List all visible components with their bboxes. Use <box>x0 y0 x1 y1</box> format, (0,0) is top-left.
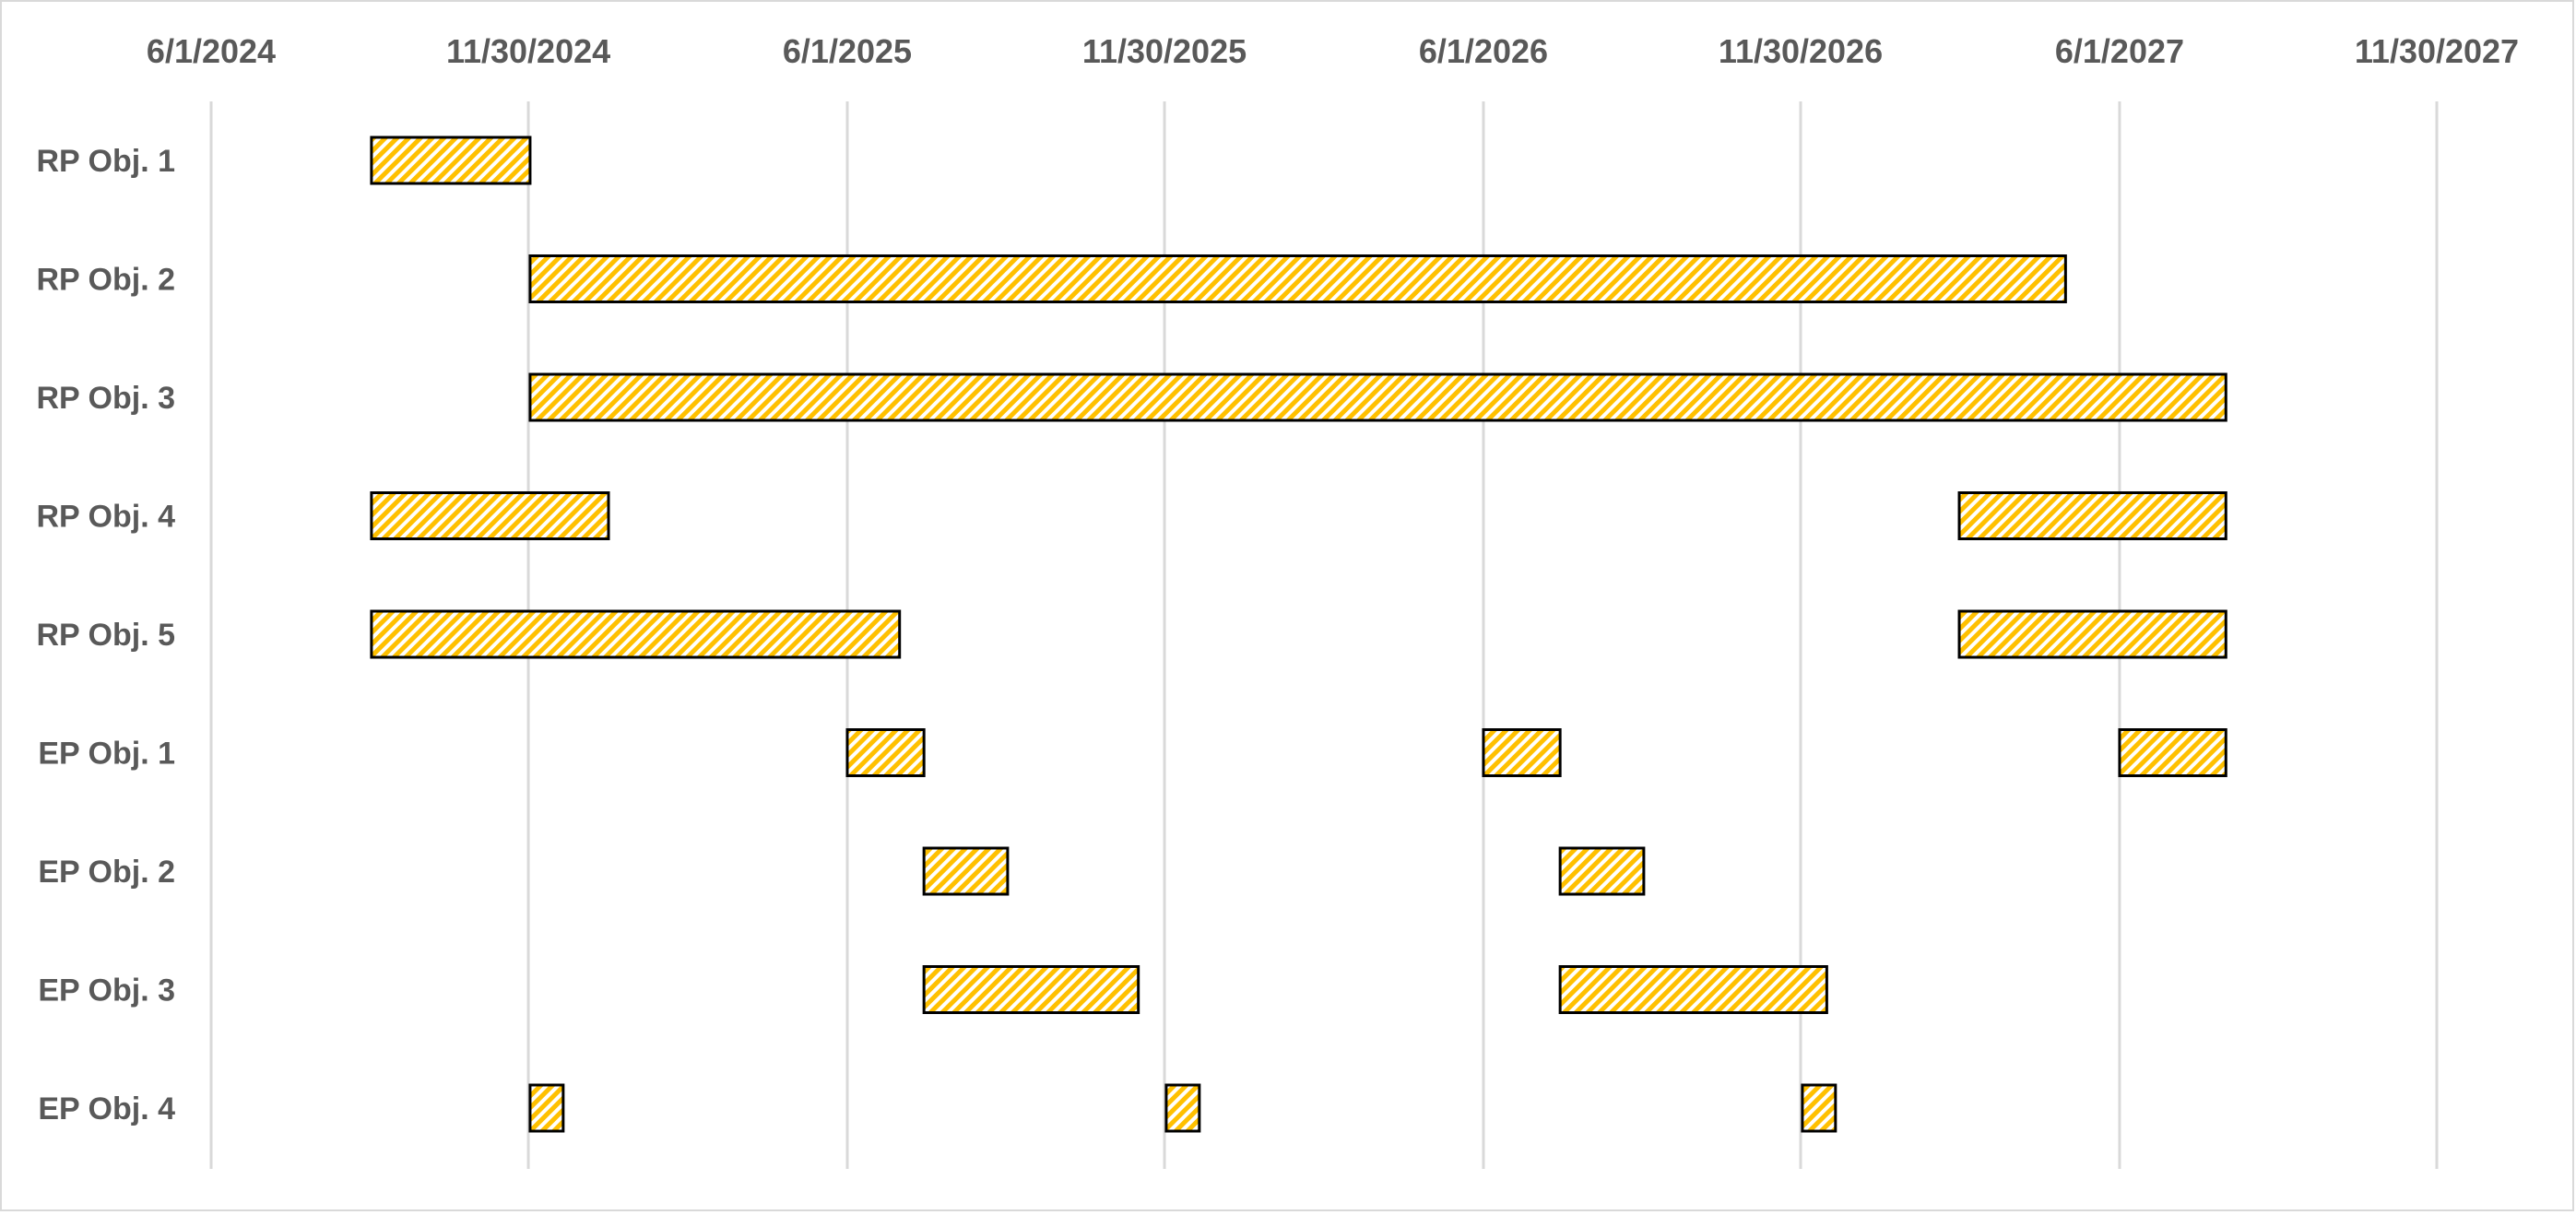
x-tick-label: 11/30/2026 <box>1719 32 1883 70</box>
gantt-bar <box>2118 728 2227 777</box>
gantt-bar <box>1482 728 1562 777</box>
category-label: RP Obj. 3 <box>36 381 175 416</box>
gantt-bar <box>1558 965 1828 1014</box>
x-tick-label: 11/30/2025 <box>1082 32 1247 70</box>
x-axis-tick-labels: 6/1/2024 11/30/2024 6/1/2025 11/30/2025 6/1/… <box>147 32 2519 70</box>
x-tick-label: 6/1/2026 <box>1419 32 1548 70</box>
gantt-bar <box>845 728 926 777</box>
x-tick-label: 11/30/2024 <box>446 32 610 70</box>
x-tick-label: 6/1/2025 <box>783 32 912 70</box>
category-label: EP Obj. 1 <box>38 737 175 772</box>
category-label: RP Obj. 4 <box>36 500 175 535</box>
gantt-bar <box>1558 846 1646 896</box>
gantt-bar <box>922 965 1140 1014</box>
category-label: RP Obj. 1 <box>36 144 175 179</box>
gantt-bar <box>1801 1083 1837 1133</box>
x-tick-label: 11/30/2027 <box>2355 32 2519 70</box>
gantt-bar <box>370 609 902 659</box>
gantt-bar <box>922 846 1010 896</box>
x-tick-label: 6/1/2024 <box>147 32 276 70</box>
category-label: EP Obj. 3 <box>38 973 175 1009</box>
gantt-bar <box>1957 491 2227 540</box>
category-label: RP Obj. 2 <box>36 263 175 298</box>
gantt-bar <box>528 254 2067 303</box>
category-label: RP Obj. 5 <box>36 618 175 653</box>
gantt-bar <box>528 1083 565 1133</box>
gantt-bars <box>370 136 2227 1133</box>
gantt-bar <box>370 136 532 185</box>
gantt-bar <box>528 372 2227 422</box>
category-label: EP Obj. 2 <box>38 855 175 890</box>
y-axis-category-labels: RP Obj. 1 RP Obj. 2 RP Obj. 3 RP Obj. 4 RP O… <box>36 144 175 1127</box>
gantt-bar <box>1957 609 2227 659</box>
x-tick-label: 6/1/2027 <box>2055 32 2184 70</box>
gantt-bar <box>370 491 610 540</box>
category-label: EP Obj. 4 <box>38 1091 175 1127</box>
gantt-bar <box>1164 1083 1201 1133</box>
